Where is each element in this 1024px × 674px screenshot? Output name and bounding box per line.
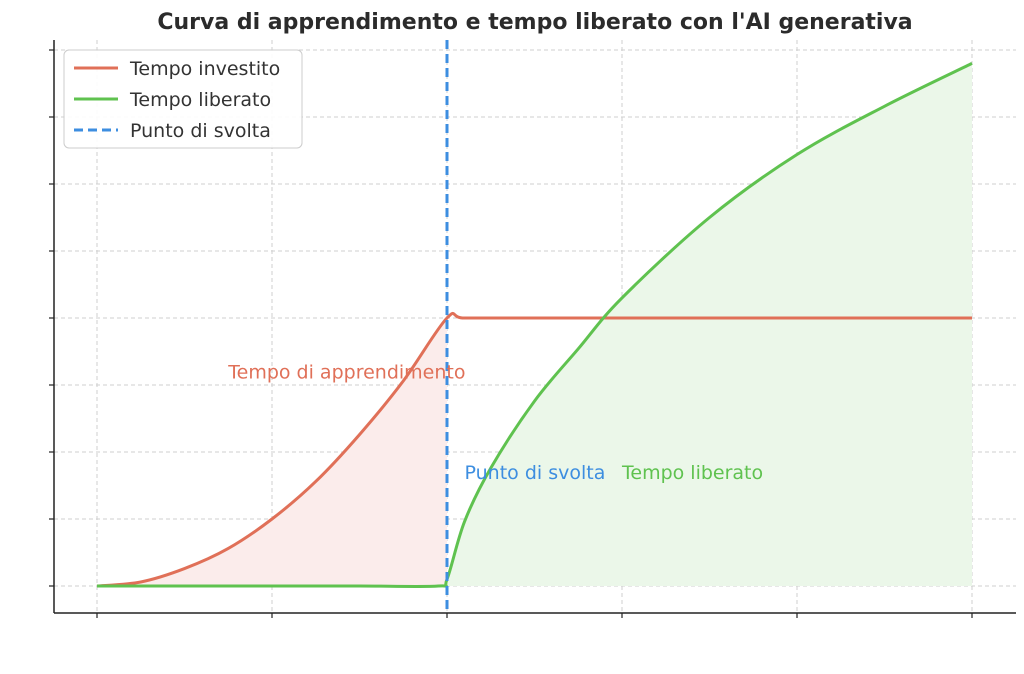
- axes: [49, 40, 1016, 618]
- legend-label: Tempo investito: [129, 58, 280, 80]
- annotation-label: Punto di svolta: [465, 462, 606, 484]
- series-line-tempo-liberato: [96, 62, 973, 588]
- legend-box: [63, 49, 303, 149]
- series-line-tempo-investito: [96, 311, 972, 588]
- chart-title: Curva di apprendimento e tempo liberato …: [157, 10, 912, 35]
- legend: Tempo investito Tempo liberato Punto di sv…: [63, 49, 303, 149]
- annotation-label: Tempo liberato: [621, 462, 763, 484]
- area-fills: [97, 63, 972, 586]
- annotation-label: Tempo di apprendimento: [227, 361, 465, 383]
- area-fill-tempo-liberato: [447, 63, 972, 586]
- legend-label: Punto di svolta: [130, 120, 271, 142]
- area-fill-tempo-investito: [97, 318, 447, 586]
- legend-label: Tempo liberato: [129, 89, 271, 111]
- series-lines: [96, 40, 973, 613]
- annotations: Tempo di apprendimento Punto di svolta Tem…: [227, 361, 763, 484]
